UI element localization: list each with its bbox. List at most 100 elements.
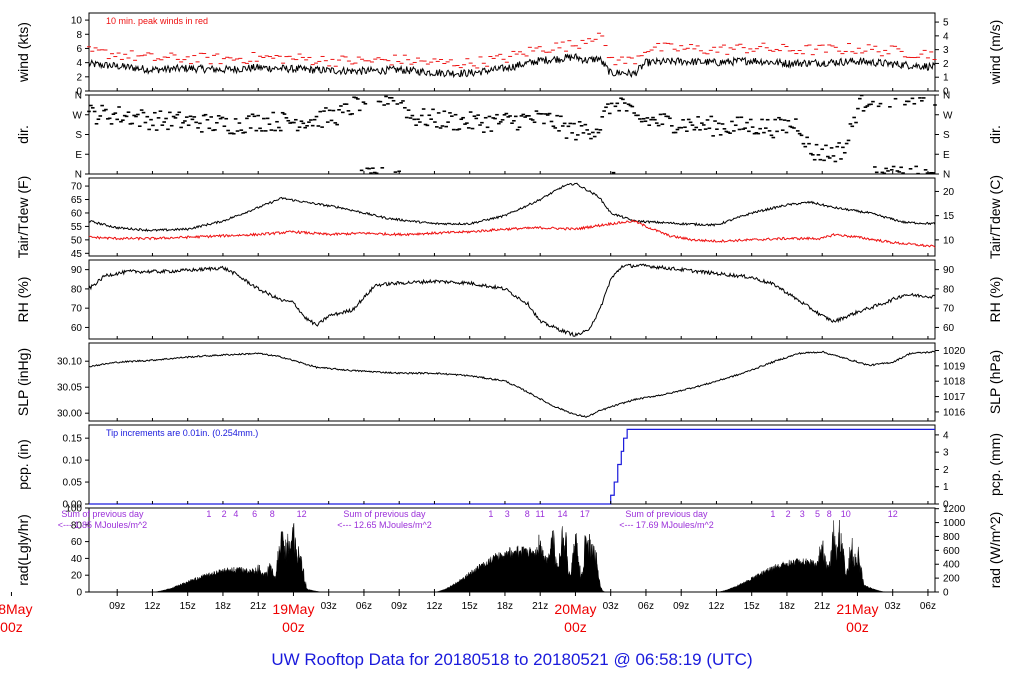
panel-wind: wind (kts) wind (m/s) 0 2 4 6 8 10 0 1 2 3 4 5 10 min.…	[15, 12, 1003, 98]
hour-label: 3	[800, 509, 805, 519]
radiation-area	[152, 523, 323, 593]
day-label-hour: 00z	[564, 619, 587, 635]
y-tick-label: 20	[71, 571, 83, 582]
day-sum-line2: <--- 17.69 MJoules/m^2	[619, 520, 714, 530]
hour-label: 10	[841, 509, 851, 519]
day-label-hour: 00z	[0, 619, 23, 635]
y-tick-label-right: 60	[943, 323, 955, 334]
y-tick-label: 30.00	[57, 409, 82, 420]
hour-label: 17	[580, 509, 590, 519]
y-tick-label: 90	[71, 265, 83, 276]
y-tick-label: 10	[71, 16, 83, 27]
y-tick-label-right: 1200	[943, 504, 966, 515]
panel-frame	[88, 94, 936, 175]
y-tick-label-right: 10	[943, 235, 955, 246]
hour-label: 2	[222, 509, 227, 519]
series-rh-0	[88, 263, 936, 337]
panel-dir: dir. dir.N NE ES SW WN N	[15, 91, 1003, 181]
y-tick-label-right: W	[943, 110, 953, 121]
y-tick-label-right: 3	[943, 45, 949, 56]
series-pcp-0	[89, 428, 935, 505]
y-tick-label-right: 0	[943, 500, 949, 511]
hour-label: 8	[827, 509, 832, 519]
y-tick-label-right: 5	[943, 18, 949, 29]
y-tick-label: 0.15	[63, 434, 83, 445]
y-tick-label: 80	[71, 284, 83, 295]
chart-title: UW Rooftop Data for 20180518 to 20180521…	[271, 650, 752, 669]
y-tick-label: 30.10	[57, 357, 82, 368]
series-temp-Tdew	[88, 219, 936, 248]
hour-label: 3	[505, 509, 510, 519]
y-tick-label-right: N	[943, 170, 950, 181]
y-tick-label: 0	[76, 588, 82, 599]
day-label-date: 21May	[836, 601, 878, 617]
x-tick-label: 15z	[462, 601, 478, 612]
day-label-hour: 00z	[846, 619, 869, 635]
panel-pcp: pcp. (in) pcp. (mm) 0.00 0.05 0.10 0.15 0 1 2 3 4 T…	[15, 424, 1003, 511]
y-tick-label: 60	[71, 208, 83, 219]
x-tick-label: 09z	[391, 601, 407, 612]
x-tick-label: 06z	[638, 601, 654, 612]
y-tick-label-right: 2	[943, 59, 949, 70]
y-tick-label-right: N	[943, 91, 950, 102]
series-wind-0	[88, 52, 936, 79]
hour-label: 1	[206, 509, 211, 519]
y-tick-label-right: E	[943, 150, 950, 161]
x-tick-label: 18z	[497, 601, 513, 612]
y-tick-label-right: 1019	[943, 361, 966, 372]
panel-temp: Tair/Tdew (F) Tair/Tdew (C) 45 50 55 60 65 70 10…	[15, 175, 1003, 260]
day-sum-line1: Sum of previous day	[61, 509, 144, 519]
y-tick-label-right: 400	[943, 560, 960, 571]
hour-label: 8	[270, 509, 275, 519]
radiation-day-0	[152, 523, 323, 593]
series-wind-1	[87, 32, 937, 69]
hour-label: 12	[297, 509, 307, 519]
y-tick-label-right: 1016	[943, 407, 966, 418]
hour-label: 6	[252, 509, 257, 519]
y-tick-label-right: 20	[943, 187, 955, 198]
y-tick-label: N	[75, 170, 82, 181]
time-axis: 09z 12z 15z 18z 21z 03z 06z 09z 12z 15z 18z 21z 03z 0…	[0, 592, 936, 635]
hour-label: 4	[233, 509, 238, 519]
y-tick-label: 55	[71, 222, 83, 233]
y-tick-label: 2	[76, 72, 82, 83]
y-tick-label-right: S	[943, 130, 950, 141]
panel-frame	[88, 342, 936, 422]
x-tick-label: 06z	[920, 601, 936, 612]
precip-step-line	[89, 428, 935, 505]
y-axis-label-right: Tair/Tdew (C)	[987, 175, 1003, 259]
y-tick-label-right: 1017	[943, 392, 966, 403]
x-tick-label: 12z	[426, 601, 442, 612]
panel-frame	[88, 177, 936, 257]
hour-label: 1	[488, 509, 493, 519]
series-slp-0	[88, 350, 936, 418]
y-axis-label-left: wind (kts)	[15, 22, 31, 83]
y-tick-label: 45	[71, 249, 83, 260]
x-tick-label: 21z	[532, 601, 548, 612]
y-tick-label: 0.05	[63, 478, 83, 489]
panel-slp: SLP (inHg) SLP (hPa) 30.00 30.05 30.10 1016 10…	[15, 342, 1003, 422]
y-tick-label-right: 70	[943, 304, 955, 315]
x-tick-label: 06z	[356, 601, 372, 612]
hour-label: 2	[786, 509, 791, 519]
y-tick-label-right: 2	[943, 465, 949, 476]
x-tick-label: 18z	[779, 601, 795, 612]
y-tick-label-right: 600	[943, 546, 960, 557]
y-axis-label-right: rad (W/m^2)	[987, 512, 1003, 589]
y-tick-label: 60	[71, 537, 83, 548]
y-axis-label-right: dir.	[987, 125, 1003, 144]
y-tick-label-right: 4	[943, 31, 949, 42]
hour-label: 5	[815, 509, 820, 519]
y-tick-label: 0	[76, 87, 82, 98]
hour-label: 11	[536, 509, 545, 519]
x-tick-label: 21z	[250, 601, 266, 612]
series-temp-Tair	[88, 182, 936, 232]
y-tick-label-right: 3	[943, 448, 949, 459]
x-tick-label: 03z	[321, 601, 337, 612]
day-label-hour: 00z	[282, 619, 305, 635]
y-axis-label-right: RH (%)	[987, 277, 1003, 323]
day-sum-line1: Sum of previous day	[625, 509, 708, 519]
x-tick-label: 21z	[814, 601, 830, 612]
y-tick-label: 65	[71, 195, 83, 206]
